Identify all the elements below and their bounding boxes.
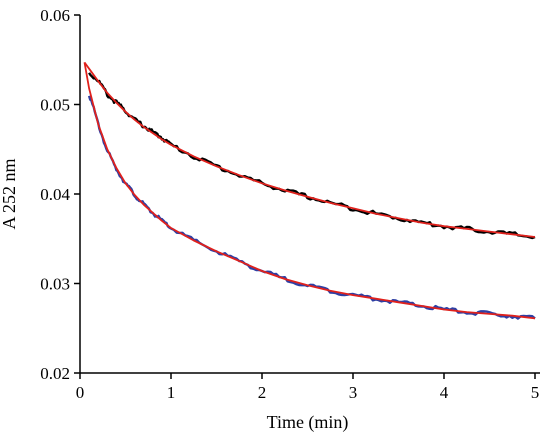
x-tick-label: 0 (76, 383, 85, 402)
series-layer (83, 61, 536, 320)
y-tick-label: 0.06 (40, 6, 70, 25)
data-trace-0 (88, 72, 536, 240)
x-tick-label: 1 (167, 383, 176, 402)
axes-layer (79, 15, 540, 374)
y-tick-label: 0.04 (40, 185, 70, 204)
fit-curve-3 (83, 62, 536, 320)
y-axis-title: A 252 nm (0, 158, 19, 229)
x-tick-label: 3 (349, 383, 358, 402)
y-tick-label: 0.02 (40, 364, 70, 383)
fit-curve-2 (83, 61, 536, 238)
y-tick-label: 0.05 (40, 96, 70, 115)
ticks-layer: 0 1 2 3 4 5 0.02 0.03 0.04 0.05 0.06 (40, 6, 539, 402)
x-tick-label: 5 (531, 383, 540, 402)
y-tick-label: 0.03 (40, 275, 70, 294)
x-axis-title: Time (min) (267, 412, 349, 433)
x-tick-label: 2 (258, 383, 267, 402)
x-tick-label: 4 (440, 383, 449, 402)
data-trace-1 (87, 95, 536, 320)
